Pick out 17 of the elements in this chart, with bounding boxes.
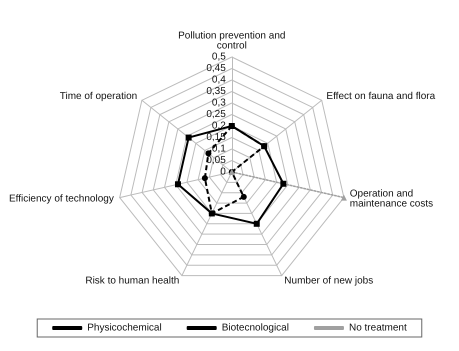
y-tick-label: 0,5 xyxy=(212,51,226,62)
y-tick-label: 0,35 xyxy=(206,86,226,97)
y-tick-label: 0,4 xyxy=(212,74,226,86)
y-tick-label: 0,25 xyxy=(206,108,226,120)
legend-label: Physicochemical xyxy=(87,322,162,334)
spoke-label: Pollution prevention and control xyxy=(178,30,286,52)
spoke-label: Effect on fauna and flora xyxy=(326,91,436,102)
spoke-label: Risk to human health xyxy=(85,276,180,287)
spoke-label: Number of new jobs xyxy=(284,276,374,287)
spoke-label: Operation and maintenance costs xyxy=(350,188,434,210)
spoke-label: Efficiency of technology xyxy=(8,193,114,204)
spoke-label: Time of operation xyxy=(60,91,138,102)
y-tick-label: 0,15 xyxy=(206,132,226,143)
legend-label: No treatment xyxy=(348,322,407,334)
y-tick-label: 0,3 xyxy=(212,97,226,108)
y-tick-label: 0,45 xyxy=(206,62,226,74)
legend-label: Biotecnological xyxy=(222,322,289,334)
